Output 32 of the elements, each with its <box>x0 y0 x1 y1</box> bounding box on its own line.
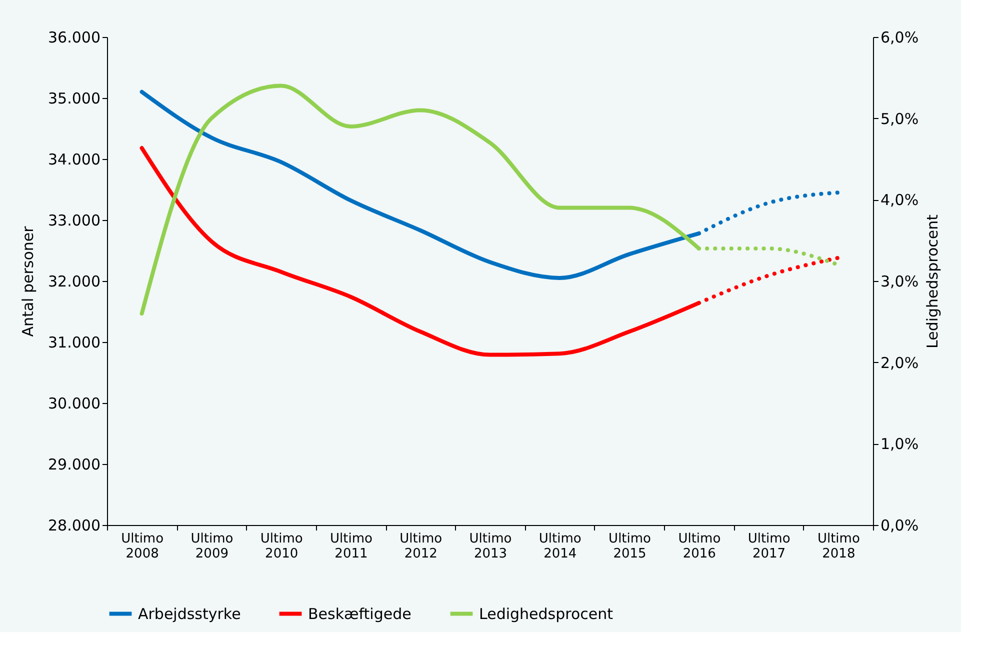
x-tick-label: Ultimo 2015 <box>608 532 652 562</box>
y-axis-title: Antal personer <box>19 225 38 337</box>
x-tick-label: Ultimo 2010 <box>260 532 303 562</box>
x-tick-label: Ultimo 2017 <box>748 532 790 562</box>
x-tick-label: Ultimo 2008 <box>121 532 164 562</box>
y-tick-label: 28.000 <box>48 516 100 534</box>
y-tick-label: 29.000 <box>48 456 100 474</box>
x-tick-label: Ultimo 2016 <box>678 532 721 562</box>
y-tick-label: 34.000 <box>48 150 100 168</box>
y-tick-label: 35.000 <box>48 90 100 108</box>
y2-tick-label: 3,0% <box>880 272 919 290</box>
y2-tick-label: 5,0% <box>880 110 919 128</box>
y-tick-label: 33.000 <box>48 212 100 230</box>
x-tick-label: Ultimo 2014 <box>538 532 582 562</box>
x-tick-label: Ultimo 2013 <box>469 532 512 562</box>
y-tick-label: 36.000 <box>48 28 100 46</box>
y-tick-label: 32.000 <box>48 272 100 290</box>
y2-tick-label: 4,0% <box>880 191 919 210</box>
legend-label: Ledighedsprocent <box>479 604 614 623</box>
legend-label: Arbejdsstyrke <box>138 604 241 623</box>
y2-tick-label: 2,0% <box>880 354 919 372</box>
legend-label: Beskæftigede <box>308 604 412 623</box>
y2-tick-label: 0,0% <box>880 516 919 534</box>
y2-tick-label: 6,0% <box>880 28 919 46</box>
y2-tick-label: 1,0% <box>880 435 919 454</box>
x-tick-label: Ultimo 2011 <box>330 532 372 562</box>
y-tick-label: 31.000 <box>48 334 100 352</box>
x-tick-label: Ultimo 2018 <box>817 532 860 562</box>
x-tick-label: Ultimo 2012 <box>400 532 442 562</box>
y-tick-label: 30.000 <box>48 394 100 412</box>
x-tick-label: Ultimo 2009 <box>190 532 234 562</box>
y2-axis-title: Ledighedsprocent <box>924 214 942 349</box>
